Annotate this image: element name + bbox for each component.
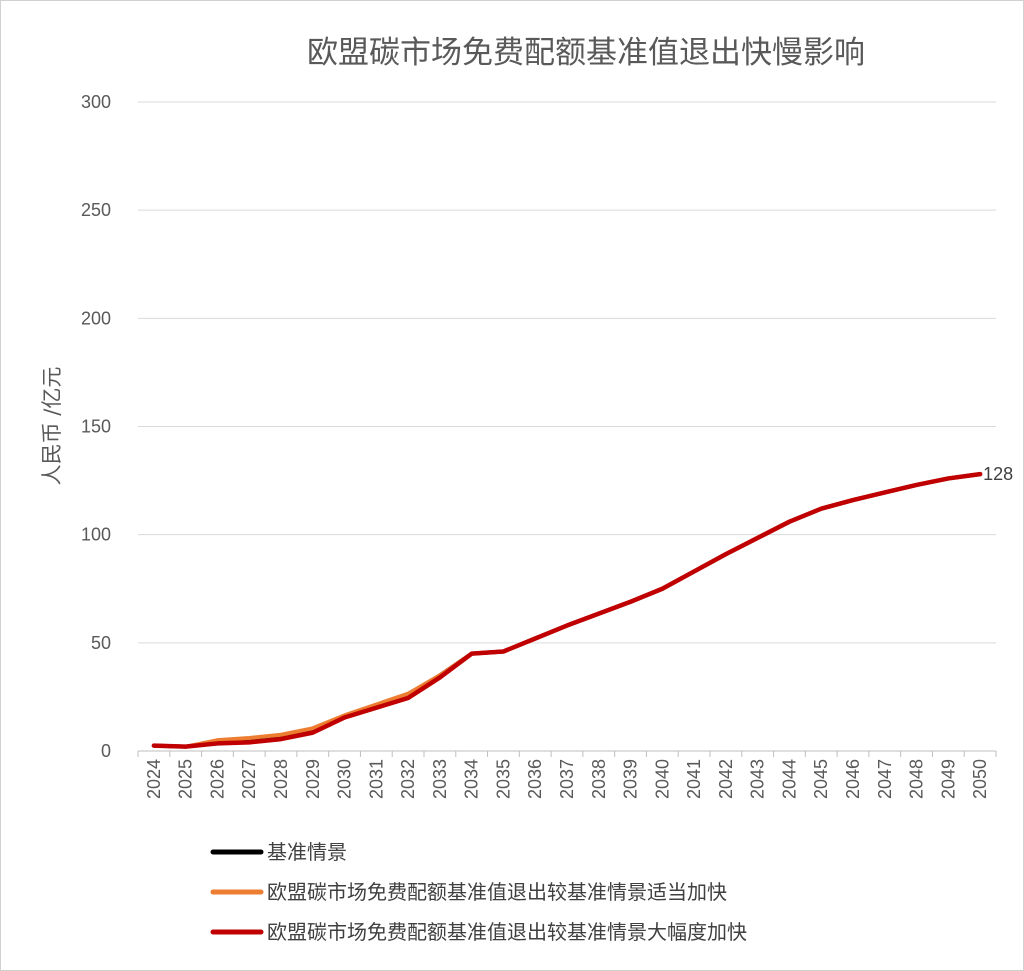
- y-tick-label: 150: [81, 417, 111, 437]
- legend-label: 欧盟碳市场免费配额基准值退出较基准情景大幅度加快: [267, 920, 747, 944]
- x-tick-label: 2030: [335, 759, 355, 799]
- x-tick-label: 2049: [938, 759, 958, 799]
- y-tick-label: 200: [81, 308, 111, 328]
- x-tick-label: 2036: [525, 759, 545, 799]
- x-tick-label: 2024: [144, 759, 164, 799]
- x-tick-label: 2041: [684, 759, 704, 799]
- y-tick-label: 0: [101, 741, 111, 761]
- legend-label: 欧盟碳市场免费配额基准值退出较基准情景适当加快: [267, 880, 727, 904]
- y-axis-label: 人民币 /亿元: [40, 367, 64, 486]
- x-tick-label: 2046: [843, 759, 863, 799]
- legend: 基准情景欧盟碳市场免费配额基准值退出较基准情景适当加快欧盟碳市场免费配额基准值退…: [210, 840, 747, 944]
- x-tick-label: 2045: [811, 759, 831, 799]
- x-tick-label: 2038: [589, 759, 609, 799]
- x-tick-label: 2039: [621, 759, 641, 799]
- y-tick-label: 300: [81, 92, 111, 112]
- x-tick-label: 2026: [207, 759, 227, 799]
- y-tick-label: 100: [81, 525, 111, 545]
- x-tick-label: 2050: [970, 759, 990, 799]
- x-tick-label: 2032: [398, 759, 418, 799]
- x-tick-labels: 2024 2025 2026 2027 2028 2029 2030 2031 2032 2033…: [137, 751, 997, 799]
- gridlines: [138, 101, 996, 752]
- x-tick-label: 2042: [716, 759, 736, 799]
- data-labels: 128: [983, 464, 1013, 484]
- y-tick-label: 250: [81, 200, 111, 220]
- x-tick-label: 2028: [271, 759, 291, 799]
- x-tick-label: 2034: [462, 759, 482, 799]
- series-lines: [151, 471, 983, 749]
- series-line-2: [151, 472, 983, 749]
- x-tick-label: 2035: [493, 759, 513, 799]
- series-line-1: [151, 472, 983, 749]
- x-tick-label: 2037: [557, 759, 577, 799]
- legend-label: 基准情景: [267, 840, 347, 864]
- x-tick-label: 2031: [366, 759, 386, 799]
- x-tick-label: 2029: [303, 759, 323, 799]
- x-tick-label: 2044: [779, 759, 799, 799]
- y-tick-labels: 0 50 100 150 200 250 300: [81, 92, 111, 761]
- x-tick-label: 2048: [907, 759, 927, 799]
- x-tick-label: 2047: [875, 759, 895, 799]
- x-tick-label: 2040: [652, 759, 672, 799]
- x-tick-label: 2025: [176, 759, 196, 799]
- data-label: 128: [983, 464, 1013, 484]
- x-tick-label: 2033: [430, 759, 450, 799]
- x-tick-label: 2027: [239, 759, 259, 799]
- series-line-3: [151, 471, 983, 749]
- x-tick-label: 2043: [748, 759, 768, 799]
- y-tick-label: 50: [91, 633, 111, 653]
- chart-title: 欧盟碳市场免费配额基准值退出快慢影响: [307, 35, 865, 71]
